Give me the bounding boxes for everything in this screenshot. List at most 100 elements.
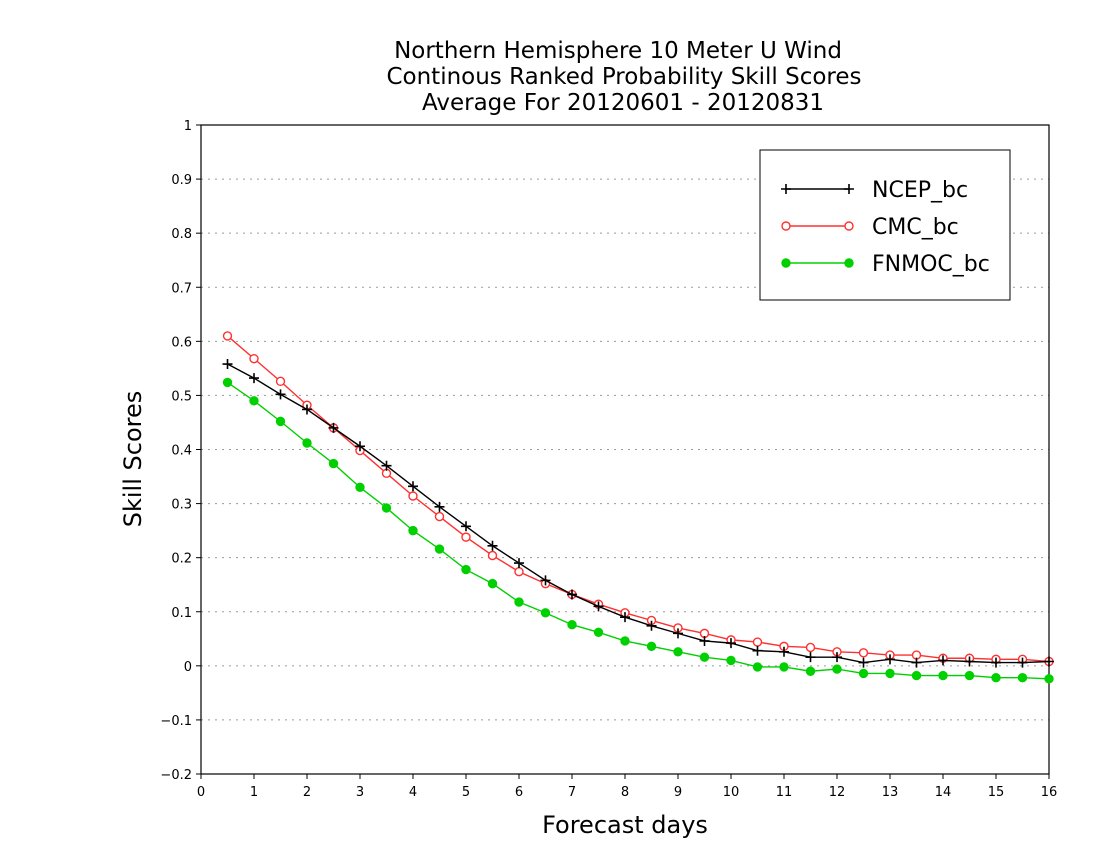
y-tick-label: 0.4 — [171, 444, 192, 459]
data-point-marker — [885, 668, 895, 679]
data-point-marker — [938, 670, 948, 681]
x-tick-label: 5 — [462, 785, 470, 800]
legend-item: CMC_bc — [781, 215, 959, 240]
data-point-marker — [646, 641, 657, 652]
data-point-marker — [249, 396, 259, 406]
title-line-1: Northern Hemisphere 10 Meter U Wind — [394, 38, 842, 64]
title-line-3: Average For 20120601 - 20120831 — [422, 90, 824, 116]
data-point-marker — [858, 657, 869, 668]
y-tick-label: 0.1 — [171, 606, 192, 621]
data-point-marker — [275, 416, 286, 427]
data-point-marker — [249, 373, 259, 384]
data-point-marker — [249, 353, 259, 364]
data-point-marker — [779, 662, 789, 672]
title-line-2: Continous Ranked Probability Skill Score… — [386, 64, 861, 90]
x-tick-label: 9 — [674, 785, 682, 800]
data-point-marker — [673, 647, 683, 657]
series-cmc-bc — [222, 331, 1054, 667]
data-point-marker — [434, 501, 445, 512]
x-tick-label: 13 — [882, 785, 899, 800]
y-tick-label: 0.3 — [171, 498, 192, 513]
data-point-marker — [222, 331, 233, 341]
legend-label: CMC_bc — [872, 215, 959, 240]
data-point-marker — [781, 221, 791, 231]
series-layer — [222, 331, 1054, 684]
series-line — [227, 363, 1050, 664]
data-point-marker — [222, 377, 233, 388]
data-point-marker — [844, 184, 854, 194]
data-point-marker — [408, 481, 418, 492]
legend: NCEP_bc CMC_bc FNMOC_bc — [759, 149, 1011, 301]
x-tick-label: 6 — [515, 785, 523, 800]
data-point-marker — [567, 589, 577, 600]
x-tick-label: 12 — [829, 785, 846, 800]
x-tick-label: 7 — [568, 785, 576, 800]
data-point-marker — [885, 654, 895, 665]
data-point-marker — [1017, 657, 1028, 668]
data-point-marker — [646, 620, 657, 631]
data-point-marker — [487, 540, 498, 551]
data-point-marker — [514, 567, 524, 577]
data-point-marker — [593, 627, 604, 638]
x-tick-label: 16 — [1041, 785, 1058, 800]
data-point-marker — [620, 636, 630, 646]
x-tick-label: 14 — [935, 785, 952, 800]
data-point-marker — [355, 441, 365, 452]
data-point-marker — [381, 460, 392, 471]
data-point-marker — [434, 511, 445, 522]
y-tick-label: 0.2 — [171, 552, 192, 567]
x-tick-label: 3 — [356, 785, 364, 800]
y-tick-label: 0.7 — [171, 281, 192, 296]
y-tick-label: 0.9 — [171, 173, 192, 188]
legend-box — [759, 149, 1011, 301]
data-point-marker — [844, 221, 854, 231]
y-tick-label: 0 — [184, 660, 192, 675]
y-tick-label: −0.1 — [160, 714, 192, 729]
data-point-marker — [832, 664, 842, 674]
data-point-marker — [844, 258, 854, 268]
data-point-marker — [781, 258, 791, 268]
data-point-marker — [858, 648, 869, 658]
y-tick-label: 1 — [184, 119, 192, 134]
series-line — [227, 335, 1050, 663]
x-tick-label: 8 — [621, 785, 629, 800]
data-point-marker — [752, 645, 763, 656]
data-point-marker — [540, 575, 551, 586]
data-point-marker — [805, 652, 816, 663]
data-point-marker — [487, 550, 498, 561]
data-point-marker — [222, 359, 233, 370]
data-point-marker — [355, 482, 365, 493]
data-point-marker — [408, 491, 418, 501]
data-point-marker — [434, 544, 445, 554]
x-tick-label: 15 — [988, 785, 1005, 800]
data-point-marker — [699, 652, 710, 662]
data-point-marker — [673, 628, 683, 639]
data-point-marker — [752, 637, 763, 647]
legend-items: NCEP_bc CMC_bc FNMOC_bc — [781, 178, 990, 277]
data-point-marker — [302, 438, 312, 448]
data-point-marker — [1044, 656, 1054, 667]
gridlines — [201, 178, 1049, 721]
data-point-marker — [938, 655, 948, 666]
data-point-marker — [911, 670, 922, 681]
data-point-marker — [381, 503, 392, 513]
data-point-marker — [487, 578, 498, 589]
data-point-marker — [726, 655, 736, 666]
data-point-marker — [461, 564, 471, 575]
x-tick-label: 10 — [723, 785, 740, 800]
x-tick-label: 11 — [776, 785, 793, 800]
chart-title: Northern Hemisphere 10 Meter U Wind Cont… — [386, 38, 861, 116]
data-point-marker — [779, 646, 789, 657]
data-point-marker — [964, 656, 975, 667]
data-point-marker — [781, 184, 791, 194]
data-point-marker — [620, 612, 630, 623]
y-tick-label: 0.6 — [171, 335, 192, 350]
legend-item: NCEP_bc — [781, 178, 968, 203]
data-point-marker — [514, 597, 524, 607]
series-line — [227, 381, 1050, 680]
y-tick-label: −0.2 — [160, 768, 192, 783]
data-point-marker — [275, 389, 286, 400]
x-tick-label: 0 — [197, 785, 205, 800]
data-point-marker — [991, 657, 1001, 668]
